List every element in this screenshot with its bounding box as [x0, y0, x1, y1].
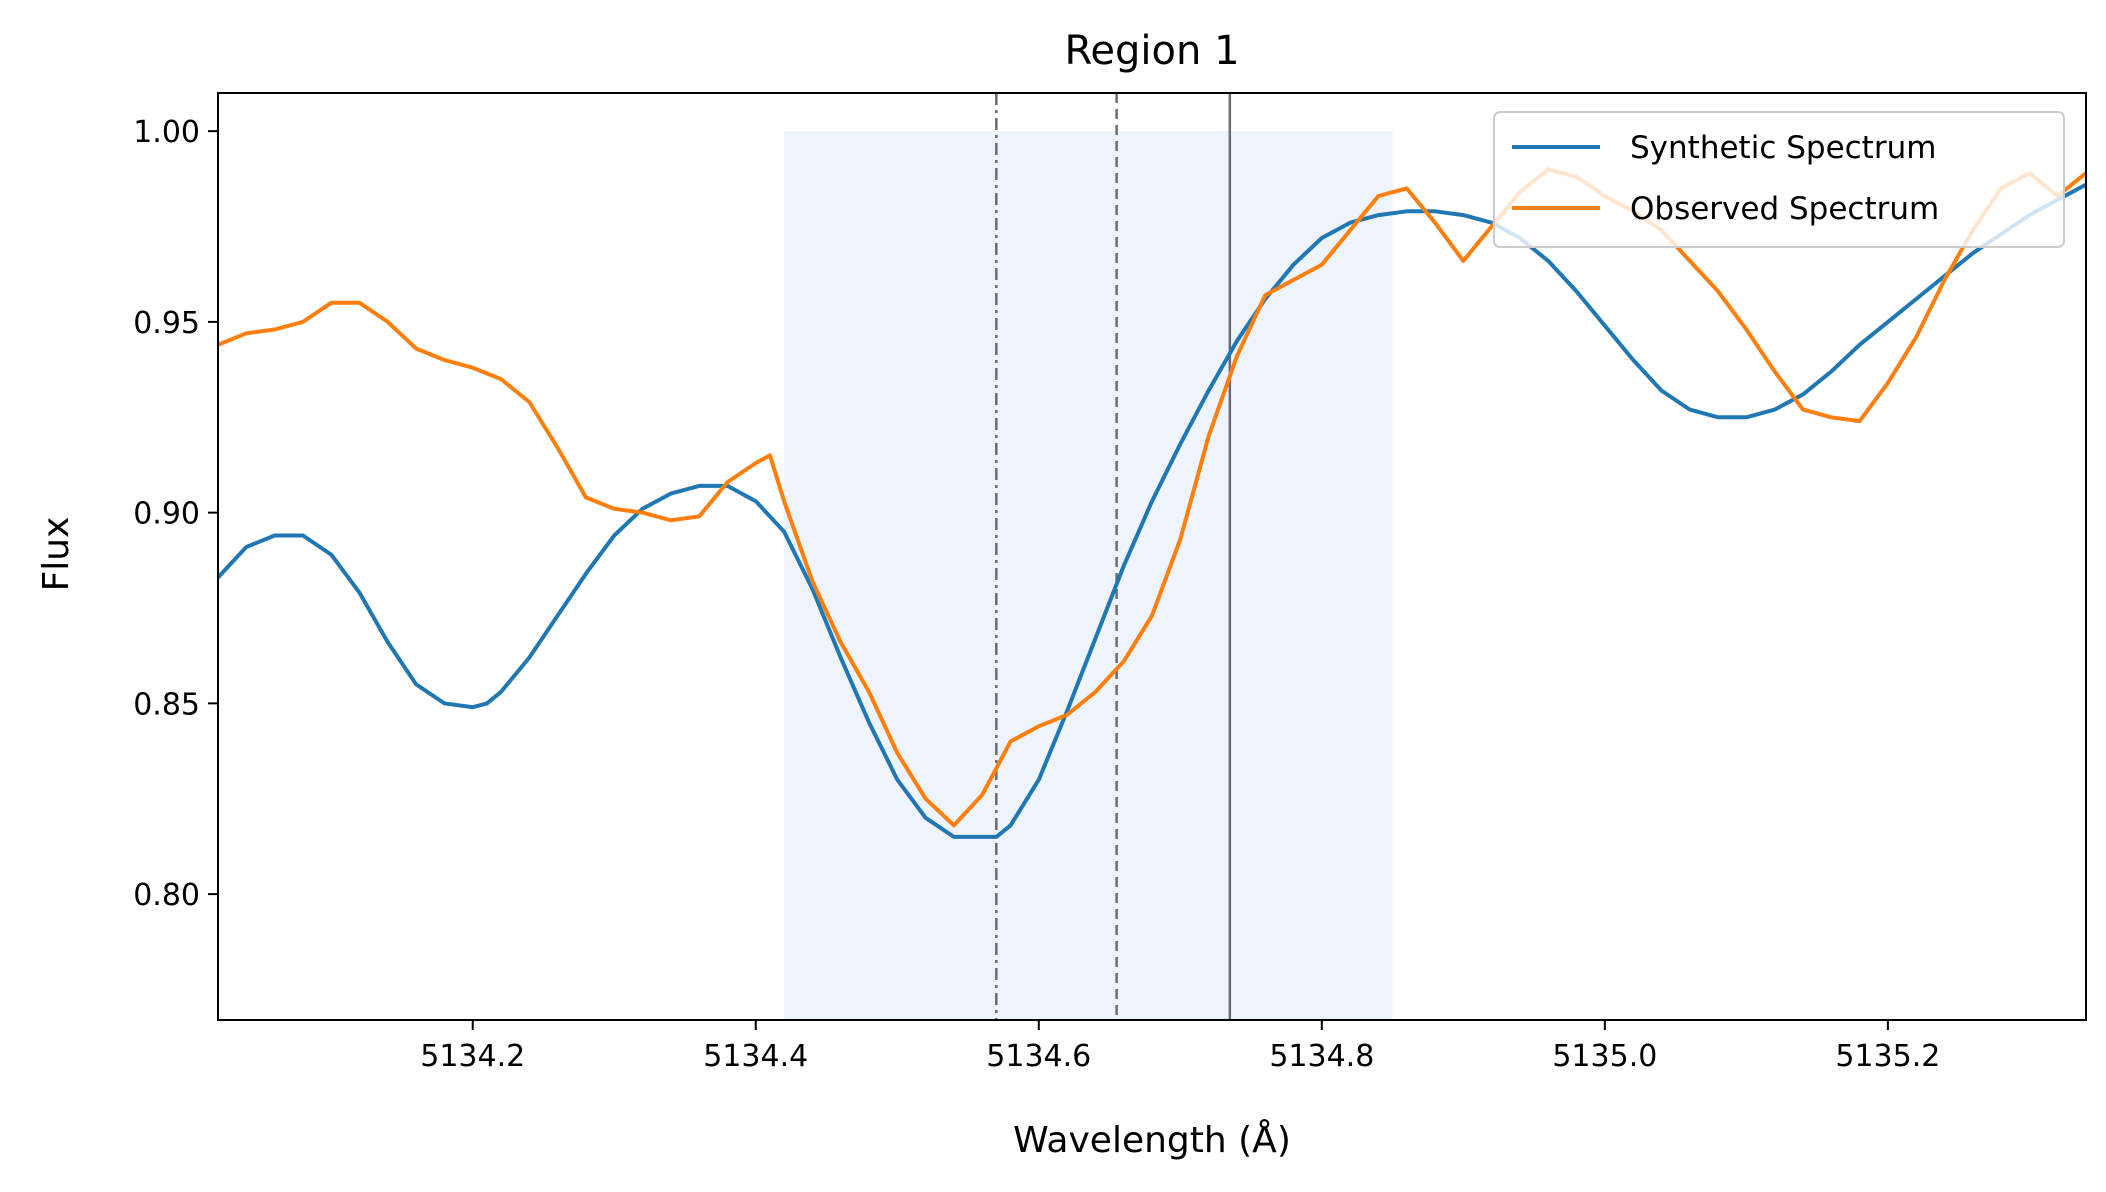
chart-title: Region 1 [1064, 28, 1239, 74]
legend-label-synthetic: Synthetic Spectrum [1630, 130, 1936, 166]
series-line-synthetic [218, 182, 2086, 839]
x-axis-label: Wavelength (Å) [1013, 1118, 1291, 1161]
legend: Synthetic Spectrum Observed Spectrum [1493, 111, 2065, 248]
plot-area: 5134.2 5134.4 5134.6 5134.8 5135.0 5135.2 0.80… [133, 92, 2087, 1074]
shaded-region [784, 131, 1393, 1021]
x-tick-label: 5134.6 [986, 1039, 1091, 1074]
x-tick-label: 5135.2 [1835, 1039, 1940, 1074]
x-tick-label: 5134.4 [703, 1039, 808, 1074]
y-tick-label: 0.80 [133, 878, 200, 913]
legend-label-observed: Observed Spectrum [1630, 191, 1939, 227]
axes-frame [217, 92, 2087, 1021]
legend-box [1493, 111, 2065, 248]
y-axis-label: Flux [36, 517, 77, 592]
y-tick-label: 0.95 [133, 306, 200, 341]
x-tick-label: 5135.0 [1552, 1039, 1657, 1074]
x-tick-label: 5134.2 [420, 1039, 525, 1074]
x-tick-label: 5134.8 [1269, 1039, 1374, 1074]
y-tick-label: 0.90 [133, 497, 200, 532]
y-tick-label: 0.85 [133, 687, 200, 722]
series-line-observed [218, 167, 2086, 828]
y-tick-label: 1.00 [133, 115, 200, 150]
